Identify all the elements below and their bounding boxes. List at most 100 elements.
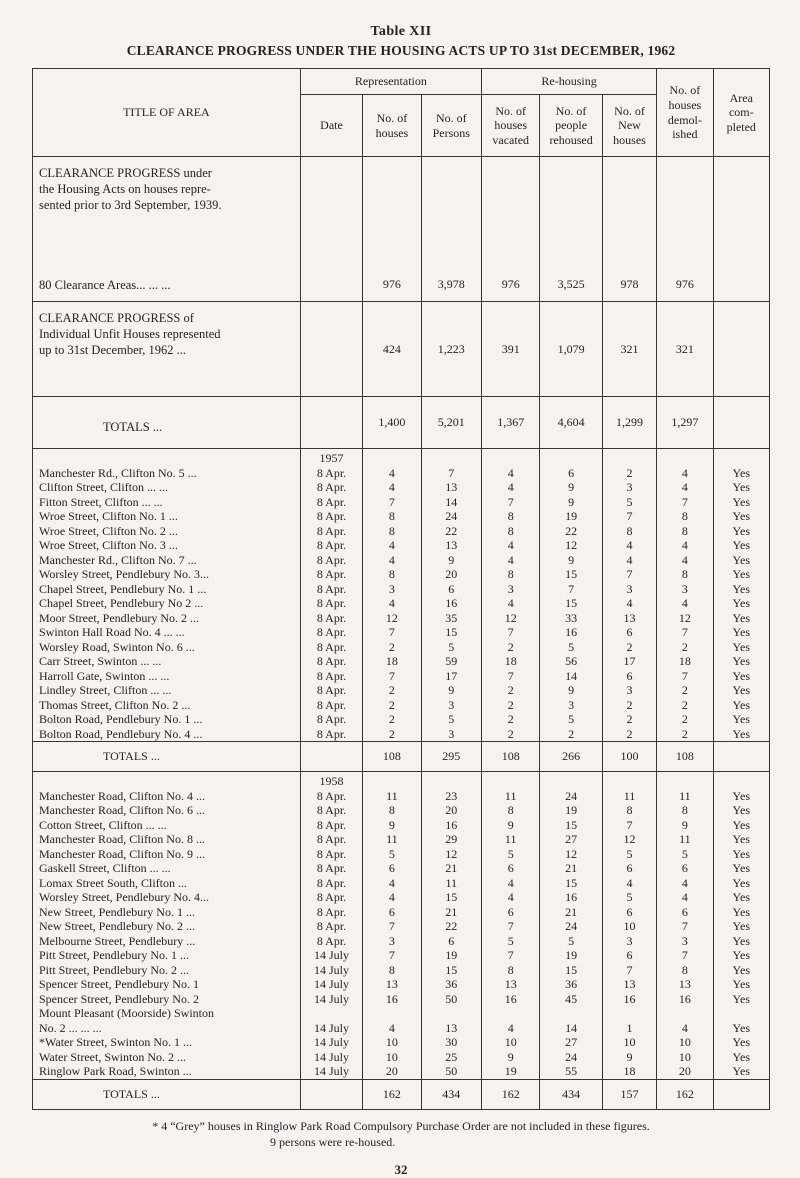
page-number: 32 <box>394 1161 408 1177</box>
area-cell: Harroll Gate, Swinton ... ... <box>32 668 301 683</box>
value-cell: 12 <box>539 846 603 861</box>
date-cell: 14 July <box>299 977 364 992</box>
value-cell: 21 <box>539 861 603 876</box>
value-cell: 11 <box>362 832 422 847</box>
date-cell: 8 Apr. <box>299 668 364 683</box>
table-row: Pitt Street, Pendlebury No. 2 ... 14 July… <box>32 962 771 977</box>
value-cell: 24 <box>420 509 483 524</box>
value-cell: 36 <box>420 977 483 992</box>
value-cell: 4 <box>362 448 422 480</box>
table-row: Spencer Street, Pendlebury No. 2 14 July 1… <box>32 991 771 1006</box>
value-cell: 2 <box>539 726 603 742</box>
value-cell: 10 <box>362 1035 422 1050</box>
table-row: Melbourne Street, Pendlebury ... 8 Apr. 3 6… <box>32 933 771 948</box>
value-cell: 1,079 <box>539 301 603 397</box>
value-cell: 5 <box>420 639 483 654</box>
completed-cell: Yes <box>712 480 771 495</box>
value-cell: 4 <box>656 1006 714 1035</box>
date-cell: 14 July <box>299 1035 364 1050</box>
completed-cell: Yes <box>712 875 771 890</box>
value-cell: 976 <box>656 156 714 302</box>
value-cell: 19 <box>481 1064 541 1079</box>
value-cell: 15 <box>539 567 603 582</box>
value-cell: 6 <box>362 904 422 919</box>
completed-cell <box>712 741 771 772</box>
section-totals-row: TOTALS ... 162 434 162 434 157 162 <box>32 1078 771 1109</box>
completed-cell: Yes <box>712 509 771 524</box>
header-area-completed: Area com- pleted <box>712 68 771 157</box>
summary-row: CLEARANCE PROGRESS under the Housing Act… <box>32 156 771 302</box>
value-cell: 27 <box>539 1035 603 1050</box>
value-cell: 7 <box>420 448 483 480</box>
header-houses-vacated: No. of houses vacated <box>481 94 541 157</box>
completed-cell: Yes <box>712 890 771 905</box>
table-row: Bolton Road, Pendlebury No. 4 ... 8 Apr. 2… <box>32 726 771 742</box>
totals-value: 108 <box>362 741 422 772</box>
date-cell: 8 Apr. <box>299 697 364 712</box>
date-cell <box>299 301 364 397</box>
value-cell: 4 <box>656 890 714 905</box>
completed-cell: Yes <box>712 668 771 683</box>
completed-cell <box>712 301 771 397</box>
value-cell: 9 <box>539 552 603 567</box>
value-cell: 15 <box>539 596 603 611</box>
value-cell: 8 <box>362 803 422 818</box>
value-cell: 3 <box>420 726 483 742</box>
value-cell: 12 <box>656 610 714 625</box>
completed-cell: Yes <box>712 697 771 712</box>
table-row: Fitton Street, Clifton ... ... 8 Apr. 7 14 7… <box>32 494 771 509</box>
value-cell: 3 <box>481 581 541 596</box>
value-cell: 9 <box>420 683 483 698</box>
area-cell: Wroe Street, Clifton No. 1 ... <box>32 509 301 524</box>
value-cell: 27 <box>539 832 603 847</box>
value-cell: 4 <box>362 596 422 611</box>
value-cell: 24 <box>539 771 603 803</box>
value-cell: 8 <box>656 523 714 538</box>
value-cell: 7 <box>601 567 658 582</box>
date-cell: 8 Apr. <box>299 625 364 640</box>
date-cell: 8 Apr. <box>299 846 364 861</box>
completed-cell <box>712 396 771 449</box>
value-cell: 2 <box>362 726 422 742</box>
header-title-of-area: TITLE OF AREA <box>32 68 301 157</box>
value-cell: 8 <box>481 803 541 818</box>
date-cell: 8 Apr. <box>299 832 364 847</box>
completed-cell: Yes <box>712 919 771 934</box>
totals-value: 100 <box>601 741 658 772</box>
date-cell <box>299 1078 364 1109</box>
table-row: Chapel Street, Pendlebury No 2 ... 8 Apr.… <box>32 596 771 611</box>
value-cell: 16 <box>481 991 541 1006</box>
completed-cell: Yes <box>712 817 771 832</box>
value-cell: 33 <box>539 610 603 625</box>
value-cell: 55 <box>539 1064 603 1079</box>
completed-cell: Yes <box>712 977 771 992</box>
value-cell: 2 <box>362 639 422 654</box>
value-cell: 8 <box>481 962 541 977</box>
value-cell: 8 <box>481 509 541 524</box>
value-cell: 19 <box>539 509 603 524</box>
totals-value: 266 <box>539 741 603 772</box>
date-cell: 14 July <box>299 948 364 963</box>
value-cell: 16 <box>362 991 422 1006</box>
value-cell: 3,525 <box>539 156 603 302</box>
value-cell: 2 <box>481 639 541 654</box>
value-cell: 9 <box>539 494 603 509</box>
value-cell: 18 <box>656 654 714 669</box>
value-cell: 6 <box>539 448 603 480</box>
value-cell: 6 <box>420 933 483 948</box>
value-cell: 4 <box>601 875 658 890</box>
value-cell: 2 <box>601 448 658 480</box>
date-cell: 8 Apr. <box>299 610 364 625</box>
area-cell: Spencer Street, Pendlebury No. 1 <box>32 977 301 992</box>
area-cell: Manchester Road, Clifton No. 6 ... <box>32 803 301 818</box>
completed-cell: Yes <box>712 625 771 640</box>
value-cell: 14 <box>539 1006 603 1035</box>
value-cell: 6 <box>601 668 658 683</box>
area-cell: Pitt Street, Pendlebury No. 1 ... <box>32 948 301 963</box>
value-cell: 7 <box>481 948 541 963</box>
value-cell: 19 <box>420 948 483 963</box>
completed-cell: Yes <box>712 538 771 553</box>
area-cell: Melbourne Street, Pendlebury ... <box>32 933 301 948</box>
value-cell: 12 <box>481 610 541 625</box>
value-cell: 5 <box>362 846 422 861</box>
